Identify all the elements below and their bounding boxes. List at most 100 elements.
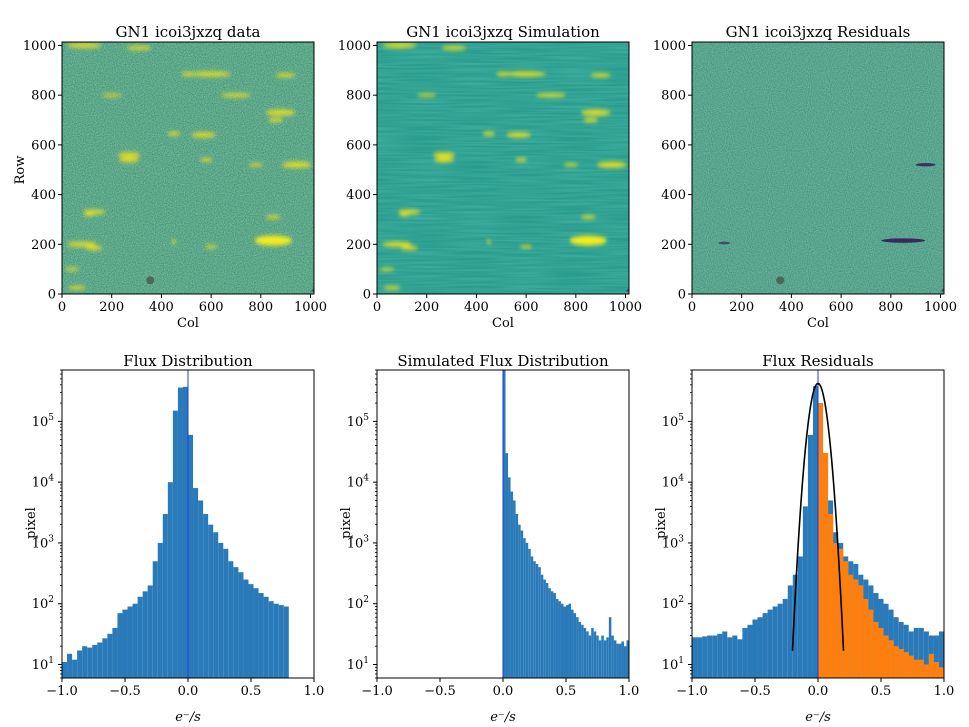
y-tick-label: 103 <box>347 534 370 551</box>
x-tick-label: 0 <box>373 300 381 315</box>
x-tick-label: 400 <box>464 300 489 315</box>
source-streak <box>569 235 607 246</box>
x-tick-label: −0.5 <box>739 684 771 699</box>
source-streak <box>519 245 533 249</box>
histogram-bar <box>560 603 564 678</box>
histogram-bar <box>598 640 602 678</box>
histogram-bar <box>576 617 579 678</box>
histogram-bar <box>548 588 551 678</box>
histogram-bar <box>518 524 521 678</box>
histogram-bar <box>933 635 939 678</box>
y-tick-label: 104 <box>32 474 55 491</box>
histogram-bar <box>523 538 526 678</box>
histogram-bar <box>142 591 148 678</box>
histogram-bar <box>807 434 813 678</box>
histogram-bar <box>737 639 743 678</box>
y-tick-label: 200 <box>346 238 371 253</box>
histogram-bar <box>503 370 506 678</box>
histogram-bar <box>838 548 844 678</box>
source-streak <box>383 286 401 290</box>
histogram-bar <box>787 585 793 678</box>
source-streak <box>563 163 579 167</box>
histogram-bar <box>908 655 914 678</box>
series-residual-positive <box>818 403 944 678</box>
histogram-bar <box>147 585 153 678</box>
histogram-bar <box>97 642 103 678</box>
histogram-bar <box>873 622 879 678</box>
y-tick-label: 1000 <box>23 39 56 54</box>
x-axis-label: Col <box>807 316 829 331</box>
histogram-bar <box>623 646 627 678</box>
histogram-bar <box>833 542 839 678</box>
x-tick-label: 800 <box>248 300 273 315</box>
histogram-bar <box>581 624 584 678</box>
histogram-bar <box>152 561 158 678</box>
panel-title: GN1 icoi3jxzq Simulation <box>406 23 600 41</box>
histogram-bar <box>233 567 239 678</box>
histogram-bar <box>878 627 884 678</box>
histogram-bar <box>762 613 768 678</box>
histogram-bar <box>555 598 559 678</box>
histogram-bar <box>858 585 864 678</box>
histogram-bar <box>903 624 909 678</box>
panel-title: Flux Distribution <box>123 352 253 370</box>
histogram-bar <box>603 640 607 678</box>
histogram-bar <box>767 609 773 678</box>
histogram-bar <box>933 661 939 678</box>
histogram-bar <box>616 643 619 678</box>
histogram-bar <box>823 453 829 678</box>
histogram-bar <box>505 453 509 678</box>
histogram-bar <box>792 574 798 678</box>
source-streak <box>248 163 264 167</box>
x-tick-label: −0.5 <box>109 684 141 699</box>
source-streak <box>583 118 599 123</box>
y-tick-label: 105 <box>32 413 55 430</box>
histogram-bar <box>127 606 133 678</box>
x-tick-label: 1.0 <box>934 684 955 699</box>
histogram-bar <box>913 627 919 678</box>
source-streak <box>191 71 231 77</box>
histogram-bar <box>903 652 909 678</box>
y-tick-label: 200 <box>661 238 686 253</box>
y-axis-label: pixel <box>24 507 39 539</box>
source-streak <box>66 241 97 247</box>
y-tick-label: 1000 <box>338 39 371 54</box>
histogram-bar <box>578 622 582 678</box>
histogram-bar <box>732 635 738 678</box>
panel-simulated-flux-distribution: Simulated Flux Distribution pixel e⁻/s −… <box>339 352 639 725</box>
panel-title: Simulated Flux Distribution <box>397 352 609 370</box>
x-tick-label: 200 <box>414 300 439 315</box>
x-tick-label: 0.5 <box>241 684 262 699</box>
source-streak <box>171 239 176 244</box>
y-tick-label: 400 <box>346 188 371 203</box>
histogram-bar <box>923 664 929 678</box>
histogram-bar <box>717 633 723 678</box>
source-streak <box>381 42 417 48</box>
image-noise <box>377 42 629 294</box>
histogram-bar <box>167 482 173 678</box>
histogram-bar <box>533 561 536 678</box>
x-tick-label: 1000 <box>294 300 327 315</box>
source-streak <box>254 235 292 246</box>
source-streak <box>506 132 532 138</box>
histogram-bar <box>692 637 698 678</box>
histogram-bar <box>888 640 894 678</box>
histogram-bar <box>828 513 834 678</box>
histogram-bar <box>177 387 183 678</box>
histogram-plot: −1.0 −0.5 0.0 0.5 1.0 101 102 103 104 105 <box>662 369 955 699</box>
image-pixels <box>692 42 944 294</box>
x-tick-label: 600 <box>199 300 224 315</box>
histogram-bar <box>913 659 919 678</box>
histogram-bar <box>772 606 778 678</box>
histogram-bar <box>853 579 859 678</box>
histogram-bar <box>550 591 554 678</box>
histogram-bar <box>258 593 264 678</box>
y-tick-label: 800 <box>661 89 686 104</box>
histogram-bar <box>583 627 587 678</box>
histogram-bar <box>727 637 733 678</box>
histogram-bar <box>591 627 594 678</box>
histogram-bar <box>112 627 118 678</box>
plot-frame <box>376 41 630 295</box>
x-tick-label: 1.0 <box>304 684 325 699</box>
source-streak <box>119 157 140 163</box>
